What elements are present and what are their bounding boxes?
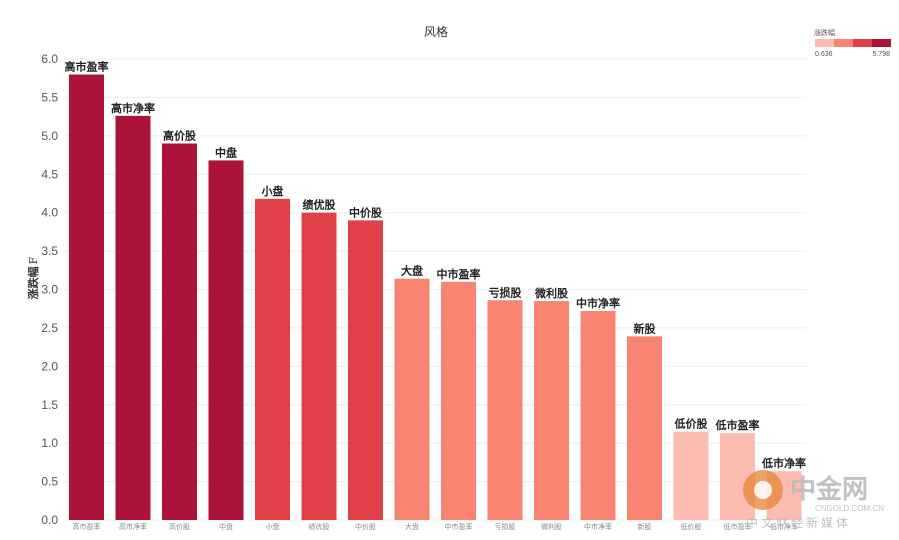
watermark-name: 中金网 (790, 474, 868, 505)
x-tick-label: 低市净率 (770, 522, 798, 531)
x-tick-label: 高价股 (169, 522, 190, 531)
y-axis-label-suffix: F (27, 256, 40, 264)
legend-swatches (815, 39, 891, 47)
bar (580, 311, 616, 520)
watermark: 中金网 CNGOLD.COM.CN 中文财经新媒体 (743, 470, 884, 530)
y-tick-label: 0.5 (41, 475, 58, 489)
y-tick-label: 2.5 (41, 321, 58, 335)
watermark-subtitle: 中文财经新媒体 (746, 515, 851, 530)
data-label: 新股 (634, 321, 657, 335)
bar (255, 198, 290, 520)
data-label: 中价股 (349, 205, 383, 219)
x-tick-label: 低市盈率 (724, 522, 752, 531)
watermark-logo-inner-icon (754, 481, 772, 499)
y-axis-title: 涨跌幅 F (26, 256, 40, 299)
bars (69, 74, 802, 521)
data-label: 高价股 (163, 129, 197, 143)
bar (69, 74, 104, 521)
data-label: 高市净率 (111, 101, 155, 115)
x-axis-ticks: 高市盈率 高市净率 高价股 中盘 小盘 绩优股 中价股 大盘 中市盈率 亏损股 微利股 中市净率 新股 低… (73, 522, 799, 531)
legend-swatch (815, 39, 834, 47)
watermark-url: CNGOLD.COM.CN (815, 504, 884, 513)
data-label: 低价股 (674, 417, 709, 431)
bar (627, 336, 662, 520)
y-tick-label: 3.5 (41, 244, 58, 258)
y-tick-label: 2.0 (41, 359, 58, 373)
y-tick-label: 6.0 (41, 52, 58, 66)
bar (487, 300, 523, 520)
bar (441, 281, 476, 520)
legend: 涨跌幅 0.636 5.798 (814, 28, 891, 58)
legend-swatch (834, 39, 853, 47)
x-tick-label: 微利股 (541, 522, 562, 531)
y-tick-label: 5.5 (41, 90, 58, 104)
data-label: 小盘 (261, 184, 284, 198)
y-axis-ticks: 0.0 0.5 1.0 1.5 2.0 2.5 3.0 3.5 4.0 4.5 5.0 5.5 6.0 (41, 52, 58, 527)
bar (348, 220, 383, 520)
y-tick-label: 1.5 (41, 398, 58, 412)
x-tick-label: 中市净率 (584, 522, 612, 531)
bar (162, 143, 197, 520)
legend-swatch (853, 39, 872, 47)
x-tick-label: 高市净率 (119, 522, 147, 531)
x-tick-label: 中价股 (355, 522, 376, 531)
y-tick-label: 0.0 (41, 513, 58, 527)
data-label: 中盘 (215, 145, 237, 159)
data-label: 低市净率 (761, 456, 806, 470)
legend-title: 涨跌幅 (814, 28, 835, 37)
y-tick-label: 5.0 (41, 129, 58, 143)
y-tick-label: 4.5 (41, 167, 58, 181)
bar (673, 431, 709, 520)
data-label: 中市净率 (576, 296, 620, 310)
legend-min: 0.636 (815, 51, 833, 58)
legend-swatch (872, 39, 891, 47)
x-tick-label: 高市盈率 (73, 522, 101, 531)
x-tick-label: 低价股 (681, 522, 702, 531)
data-label: 微利股 (534, 286, 569, 300)
data-label: 低市盈率 (715, 418, 760, 432)
bar (115, 115, 151, 521)
x-tick-label: 绩优股 (309, 522, 330, 531)
bar (208, 160, 244, 521)
x-tick-label: 中市盈率 (445, 522, 473, 531)
x-tick-label: 新股 (638, 522, 652, 531)
data-label: 高市盈率 (65, 60, 109, 74)
y-tick-label: 4.0 (41, 206, 58, 220)
y-axis-label: 涨跌幅 F (26, 256, 40, 299)
bar (394, 278, 430, 520)
bar (301, 212, 337, 520)
legend-max: 5.798 (872, 51, 890, 58)
x-tick-label: 中盘 (219, 522, 233, 531)
chart-title: 风格 (424, 24, 448, 39)
y-tick-label: 3.0 (41, 283, 58, 297)
y-tick-label: 1.0 (41, 436, 58, 450)
x-tick-label: 大盘 (405, 522, 419, 531)
data-label: 绩优股 (303, 198, 337, 212)
data-label: 亏损股 (489, 285, 523, 299)
x-tick-label: 小盘 (266, 522, 280, 531)
x-tick-label: 亏损股 (495, 522, 516, 531)
data-label: 大盘 (401, 264, 423, 278)
data-label: 中市盈率 (437, 267, 481, 281)
y-axis-label-text: 涨跌幅 (26, 266, 40, 299)
bar (534, 301, 569, 520)
